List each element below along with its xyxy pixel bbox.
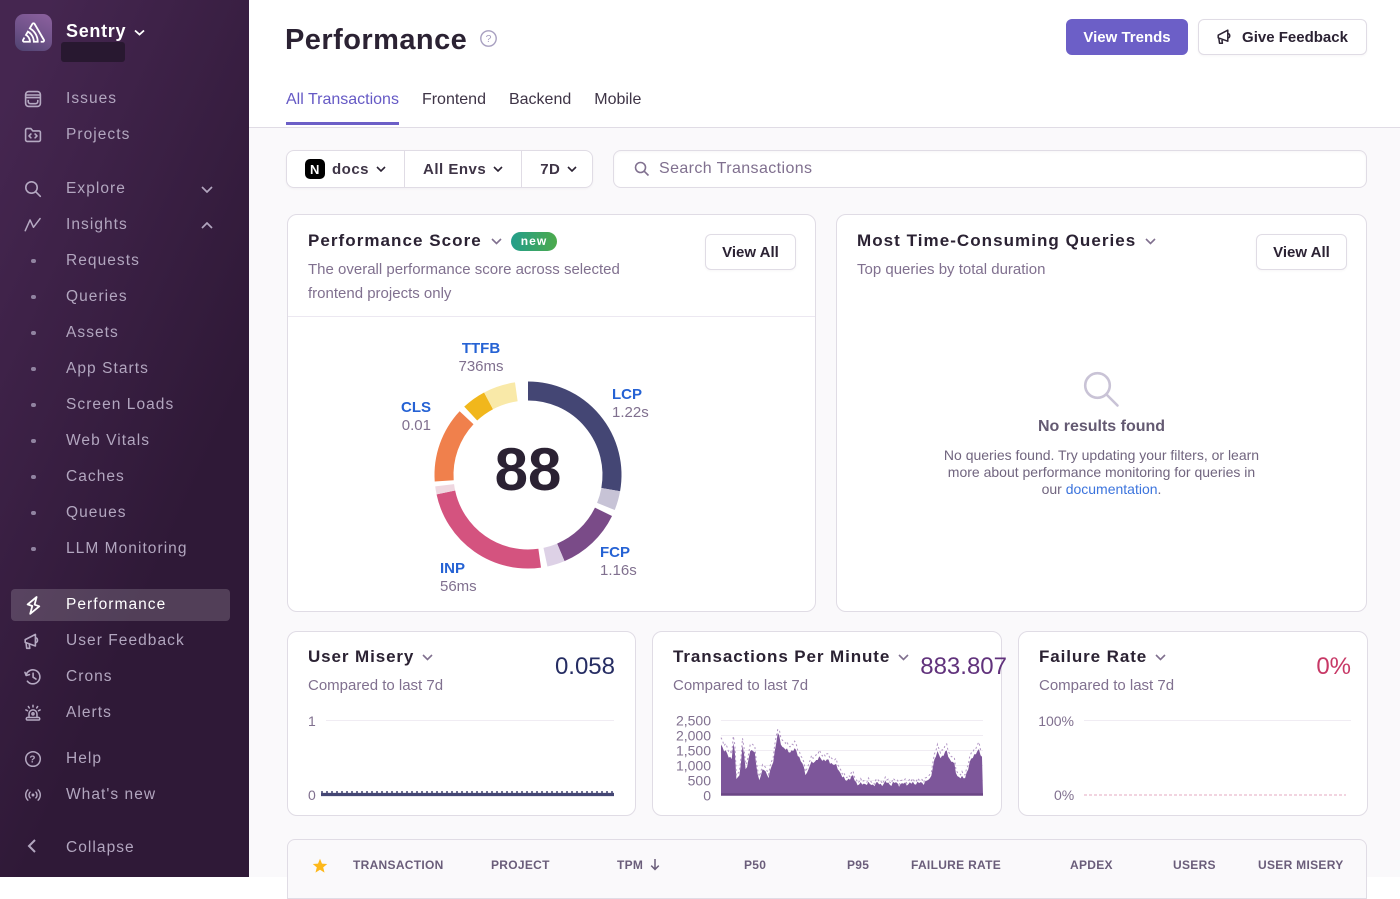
svg-text:?: ? [29,755,36,766]
svg-text:1,000: 1,000 [676,758,711,774]
svg-text:0: 0 [703,788,711,804]
svg-text:?: ? [486,33,492,45]
svg-text:1,500: 1,500 [676,743,711,759]
svg-text:2,500: 2,500 [676,713,711,729]
svg-text:88: 88 [495,436,562,503]
svg-text:2,000: 2,000 [676,728,711,744]
svg-text:500: 500 [688,773,712,789]
